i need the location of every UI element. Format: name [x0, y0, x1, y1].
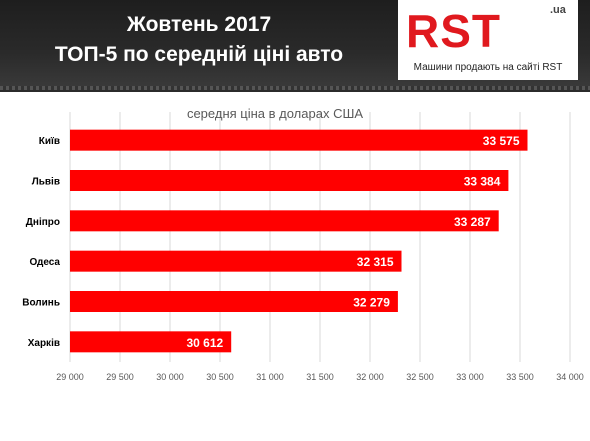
category-label-2: Дніпро	[26, 217, 60, 228]
value-label-2: 33 287	[454, 215, 491, 229]
page-title: Жовтень 2017 ТОП-5 по середній ціні авто	[0, 10, 398, 70]
x-tick-label-0: 29 000	[56, 372, 84, 382]
category-label-1: Львів	[32, 177, 60, 188]
chart-title: середня ціна в доларах США	[186, 106, 364, 121]
title-line-2: ТОП-5 по середній ціні авто	[54, 43, 344, 66]
category-label-3: Одеса	[29, 257, 60, 268]
x-tick-label-6: 32 000	[356, 372, 384, 382]
value-label-0: 33 575	[483, 134, 520, 148]
category-label-0: Київ	[39, 136, 60, 147]
x-tick-label-10: 34 000	[556, 372, 584, 382]
bar-3	[70, 250, 402, 272]
value-label-3: 32 315	[357, 255, 394, 269]
bar-0	[70, 129, 528, 151]
value-label-5: 30 612	[186, 336, 223, 350]
bar-5	[70, 331, 232, 353]
category-label-4: Волинь	[22, 298, 60, 309]
logo-domain-suffix: .ua	[550, 4, 566, 16]
value-label-4: 32 279	[353, 296, 390, 310]
x-tick-label-5: 31 500	[306, 372, 334, 382]
x-tick-label-2: 30 000	[156, 372, 184, 382]
x-tick-label-8: 33 000	[456, 372, 484, 382]
bar-chart: 29 000 29 500 30 000 30 500 31 000 31 500 32 0…	[22, 112, 584, 382]
logo-wordmark: RST	[406, 5, 501, 57]
logo-tagline: Машини продають на сайті RST	[413, 62, 563, 73]
title-line-1: Жовтень 2017	[126, 13, 272, 36]
bar-1	[70, 170, 509, 191]
x-tick-label-7: 32 500	[406, 372, 434, 382]
bar-4	[70, 291, 398, 312]
chart-panel: 29 000 29 500 30 000 30 500 31 000 31 500 32 0…	[0, 92, 590, 441]
x-tick-label-1: 29 500	[106, 372, 134, 382]
bar-2	[70, 210, 499, 232]
header: Жовтень 2017 ТОП-5 по середній ціні авто…	[0, 0, 590, 88]
rst-logo[interactable]: RST .ua Машини продають на сайті RST	[398, 0, 578, 80]
x-tick-label-4: 31 000	[256, 372, 284, 382]
header-divider	[0, 86, 590, 90]
x-tick-label-3: 30 500	[206, 372, 234, 382]
x-tick-label-9: 33 500	[506, 372, 534, 382]
category-label-5: Харків	[28, 338, 60, 349]
value-label-1: 33 384	[464, 175, 501, 189]
